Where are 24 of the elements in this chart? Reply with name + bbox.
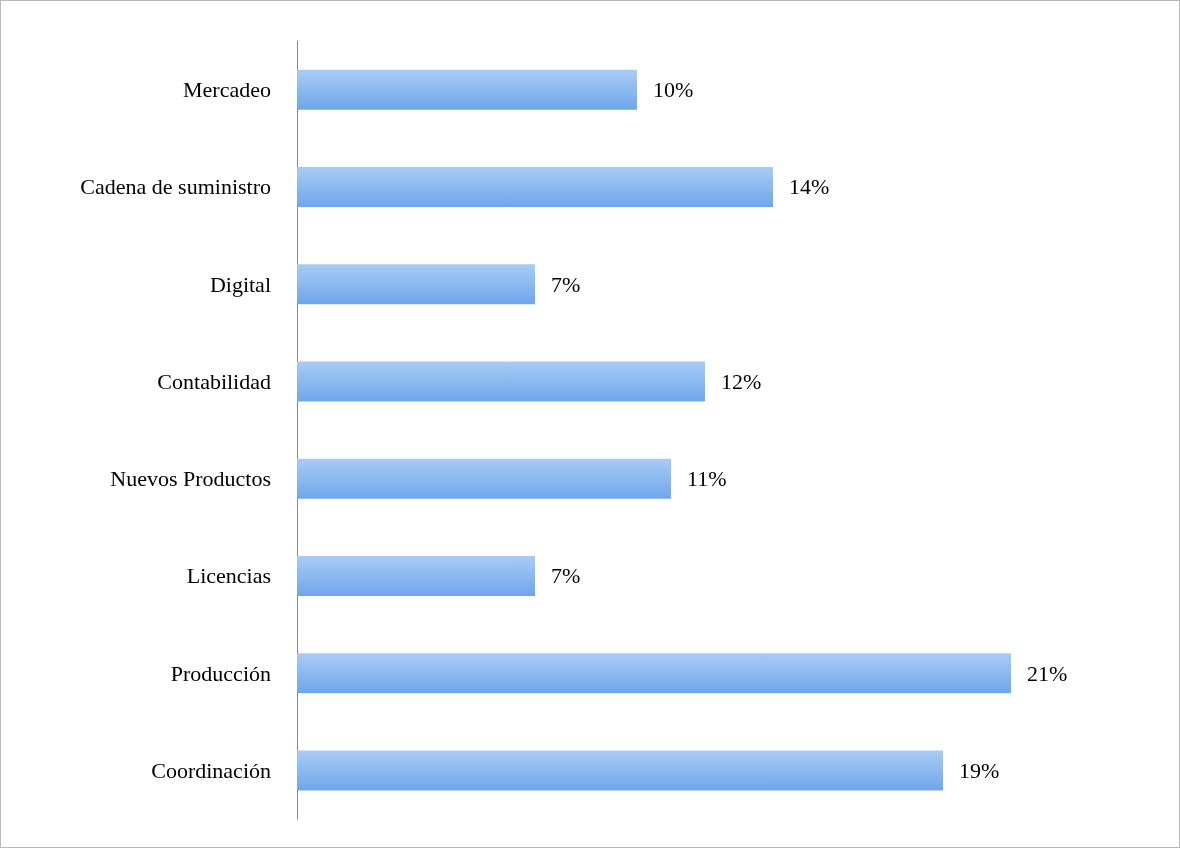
data-label: 7% [551,271,581,297]
data-label: 12% [721,368,762,394]
bar [297,264,535,305]
bar [297,361,705,402]
data-label: 14% [789,174,830,200]
bar [297,69,637,110]
y-tick-label: Nuevos Productos [110,466,271,492]
data-label: 10% [653,77,694,103]
data-label: 21% [1027,660,1068,686]
bar [297,166,773,207]
y-tick-label: Licencias [186,563,271,589]
bar [297,555,535,596]
y-tick-label: Mercadeo [183,77,271,103]
bar [297,458,671,499]
bar [297,750,943,791]
data-label: 7% [551,563,581,589]
data-label: 19% [959,757,1000,783]
data-label: 11% [687,466,727,492]
y-tick-label: Digital [209,271,271,297]
y-tick-label: Cadena de suministro [80,174,271,200]
y-tick-label: Producción [170,660,271,686]
y-tick-label: Contabilidad [157,368,271,394]
bar [297,653,1011,694]
y-tick-label: Coordinación [151,757,271,783]
